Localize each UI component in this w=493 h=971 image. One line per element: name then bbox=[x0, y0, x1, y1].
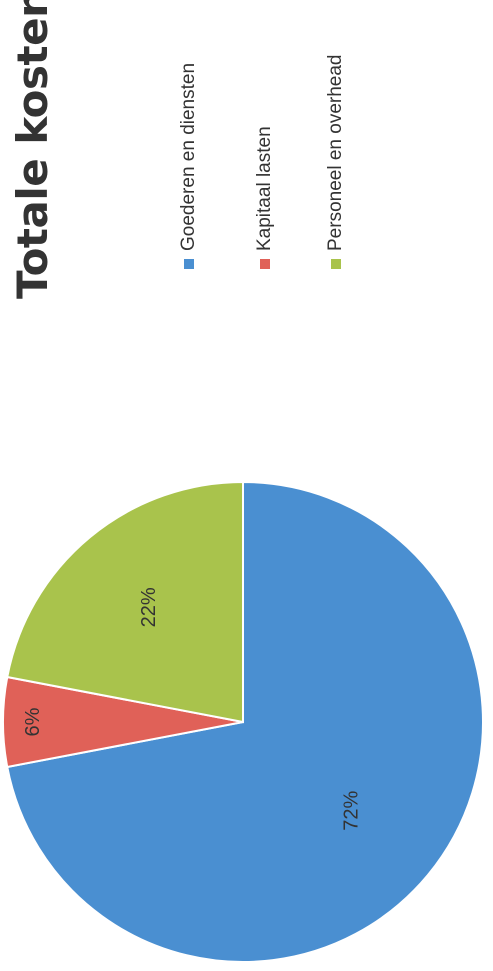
data-label-kapitaal: 6% bbox=[22, 707, 44, 736]
legend-label: Personeel en overhead bbox=[325, 54, 346, 251]
data-label-goederen: 72% bbox=[340, 790, 362, 830]
legend-item-goederen: Goederen en diensten bbox=[178, 63, 200, 269]
legend-swatch bbox=[184, 259, 194, 269]
legend-swatch bbox=[331, 259, 341, 269]
legend-label: Kapitaal lasten bbox=[254, 126, 275, 251]
legend-label: Goederen en diensten bbox=[178, 62, 199, 251]
legend-swatch bbox=[260, 259, 270, 269]
slice-goederen bbox=[6, 480, 484, 963]
chart-title: Totale kosten bbox=[8, 0, 57, 299]
data-label-personeel: 22% bbox=[138, 587, 160, 627]
legend-item-kapitaal: Kapitaal lasten bbox=[254, 126, 276, 269]
legend-item-personeel: Personeel en overhead bbox=[325, 55, 347, 269]
slice-personeel bbox=[6, 480, 244, 724]
